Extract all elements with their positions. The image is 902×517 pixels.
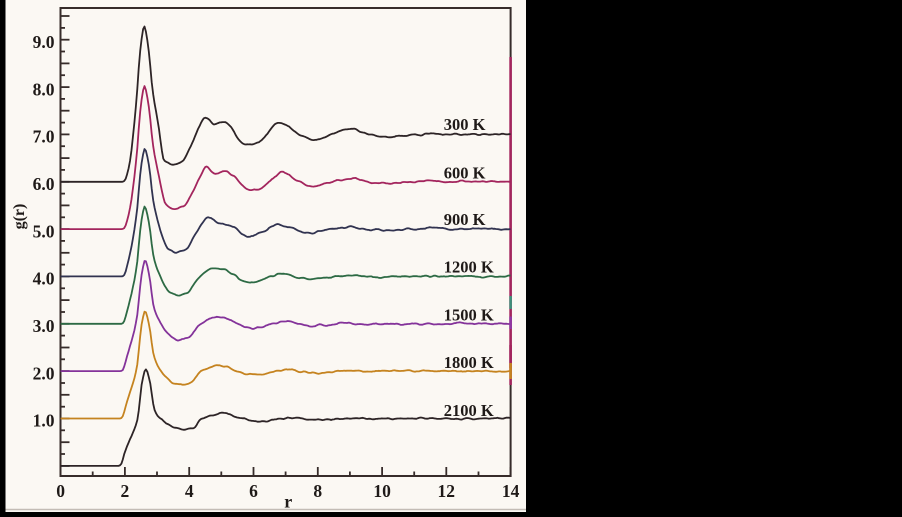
svg-text:2100 K: 2100 K: [444, 401, 494, 420]
svg-text:2.0: 2.0: [33, 363, 55, 383]
svg-text:3.0: 3.0: [33, 316, 55, 336]
svg-text:300 K: 300 K: [444, 115, 486, 134]
svg-text:9.0: 9.0: [33, 32, 55, 52]
svg-text:7.0: 7.0: [33, 127, 55, 147]
svg-text:6: 6: [249, 481, 258, 501]
svg-text:8: 8: [313, 481, 322, 501]
svg-text:4.0: 4.0: [33, 269, 55, 289]
svg-text:2: 2: [121, 481, 130, 501]
svg-text:8.0: 8.0: [33, 79, 55, 99]
svg-text:0: 0: [56, 481, 65, 501]
svg-text:6.0: 6.0: [33, 174, 55, 194]
svg-text:5.0: 5.0: [33, 221, 55, 241]
svg-text:1500 K: 1500 K: [444, 305, 494, 324]
svg-text:12: 12: [438, 481, 456, 501]
svg-text:10: 10: [373, 481, 391, 501]
svg-text:900 K: 900 K: [444, 210, 486, 229]
svg-text:4: 4: [185, 481, 194, 501]
svg-text:14: 14: [502, 481, 520, 501]
svg-text:1200 K: 1200 K: [444, 257, 494, 276]
svg-text:g(r): g(r): [11, 204, 28, 230]
svg-text:1800 K: 1800 K: [444, 353, 494, 372]
svg-text:1.0: 1.0: [33, 411, 55, 431]
svg-text:r: r: [284, 492, 292, 512]
svg-text:600 K: 600 K: [444, 163, 486, 182]
